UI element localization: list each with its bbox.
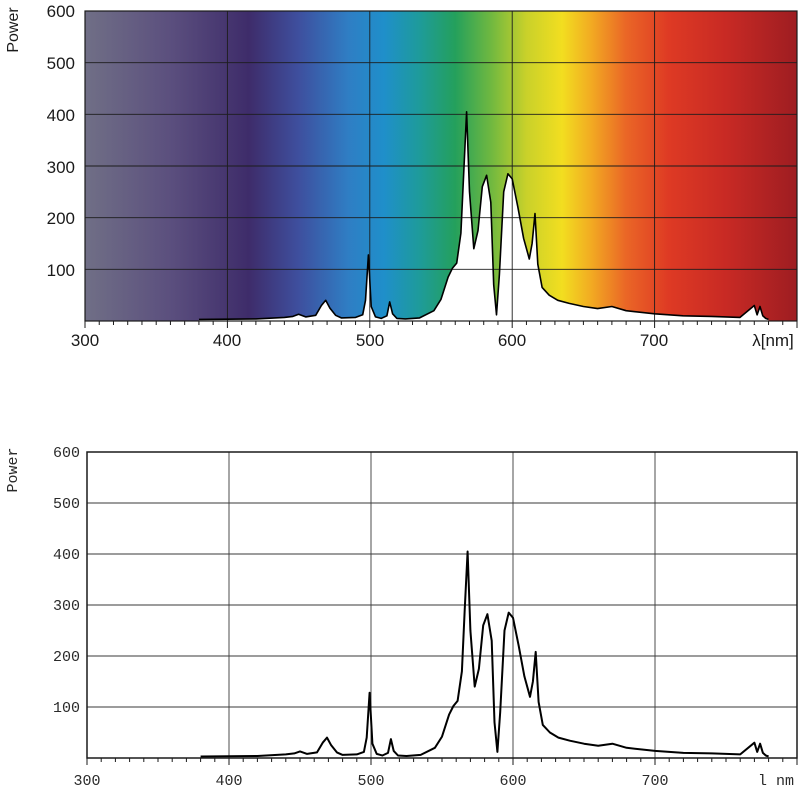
x-tick-labels: 300 400 500 600 700 l nm [73, 773, 794, 790]
x-tick-marks [84, 321, 798, 328]
y-tick-label: 600 [47, 2, 75, 21]
spectrum-chart-plain: 600 500 400 300 200 100 300 400 500 600 … [5, 445, 798, 790]
grid-lines [87, 452, 797, 758]
y-tick-labels: 600 500 400 300 200 100 [53, 445, 80, 717]
y-tick-label: 400 [53, 547, 80, 564]
spectrum-area-fill [198, 111, 769, 321]
y-tick-label: 500 [47, 54, 75, 73]
y-axis-label: Power [5, 7, 22, 53]
x-tick-label: 600 [498, 331, 526, 350]
y-tick-label: 500 [53, 496, 80, 513]
x-axis-label: l nm [758, 773, 794, 790]
y-tick-label: 600 [53, 445, 80, 462]
y-tick-label: 100 [53, 700, 80, 717]
x-tick-label: 500 [357, 773, 384, 790]
spectrum-series-line [198, 111, 769, 321]
x-tick-marks [86, 758, 798, 765]
x-tick-label: 600 [499, 773, 526, 790]
x-axis-label: λ[nm] [752, 331, 794, 350]
x-tick-label: 300 [71, 331, 99, 350]
y-tick-label: 100 [47, 261, 75, 280]
x-tick-label: 700 [640, 331, 668, 350]
y-tick-labels: 600 500 400 300 200 100 [47, 2, 75, 280]
x-tick-label: 400 [215, 773, 242, 790]
spectrum-series-line [200, 550, 769, 758]
y-tick-label: 300 [53, 598, 80, 615]
x-tick-label: 500 [356, 331, 384, 350]
y-tick-label: 200 [47, 209, 75, 228]
x-tick-labels: 300 400 500 600 700 λ[nm] [71, 331, 794, 350]
y-tick-label: 400 [47, 106, 75, 125]
x-tick-label: 400 [213, 331, 241, 350]
spectrum-chart-colored: 600 500 400 300 200 100 300 400 500 600 … [5, 2, 798, 350]
y-tick-label: 300 [47, 158, 75, 177]
y-axis-label: Power [5, 447, 22, 492]
x-tick-label: 300 [73, 773, 100, 790]
x-tick-label: 700 [641, 773, 668, 790]
y-tick-label: 200 [53, 649, 80, 666]
